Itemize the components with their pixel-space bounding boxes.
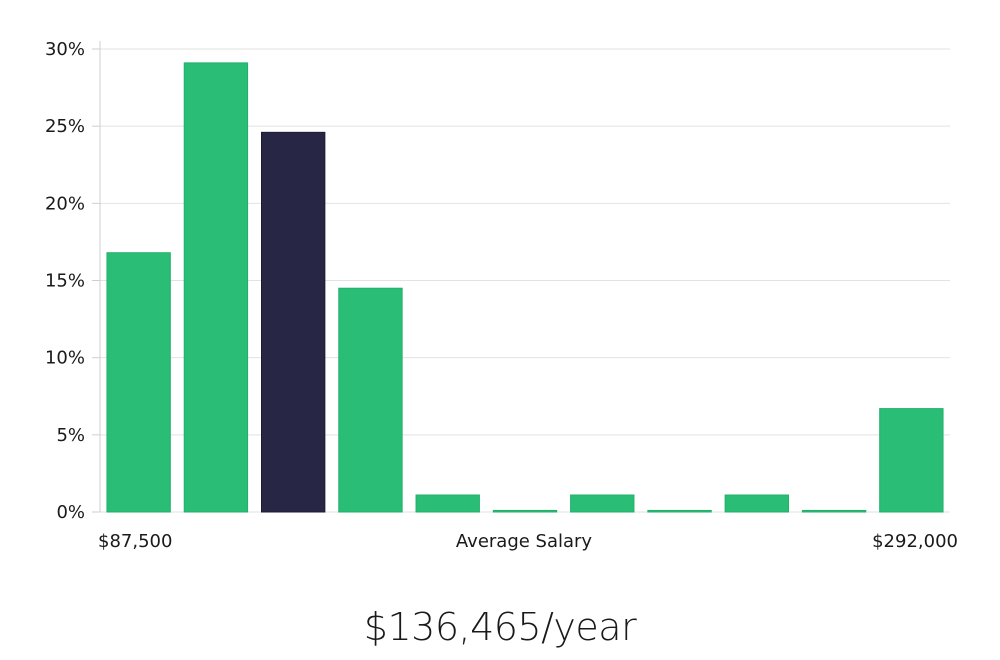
x-max-label: $292,000 [872,531,958,552]
x-min-label: $87,500 [98,531,172,552]
bar [106,252,171,513]
y-tick-label: 0% [56,502,85,523]
y-tick-label: 10% [45,348,85,369]
bar [879,408,944,513]
bar [724,494,789,513]
bars [106,62,944,513]
bar [647,509,712,513]
bar [415,494,480,513]
y-tick-label: 25% [45,116,85,137]
average-salary-value: $136,465/year [363,605,637,649]
bar [183,62,249,513]
y-tick-label: 5% [56,425,85,446]
y-axis-ticks: 0% 5% 10% 15% 20% 25% 30% [45,39,100,523]
y-tick-label: 30% [45,39,85,60]
salary-histogram: 0% 5% 10% 15% 20% 25% 30% $87,500 Average Sala… [45,39,958,552]
bar-highlighted [261,131,326,513]
y-tick-label: 15% [45,271,85,292]
bar [492,509,558,513]
bar [570,494,635,513]
bar [338,287,403,513]
y-tick-label: 20% [45,193,85,214]
bar [801,509,867,513]
salary-histogram-svg: 0% 5% 10% 15% 20% 25% 30% $87,500 Average Sala… [45,39,958,552]
x-axis-title: Average Salary [456,531,593,552]
